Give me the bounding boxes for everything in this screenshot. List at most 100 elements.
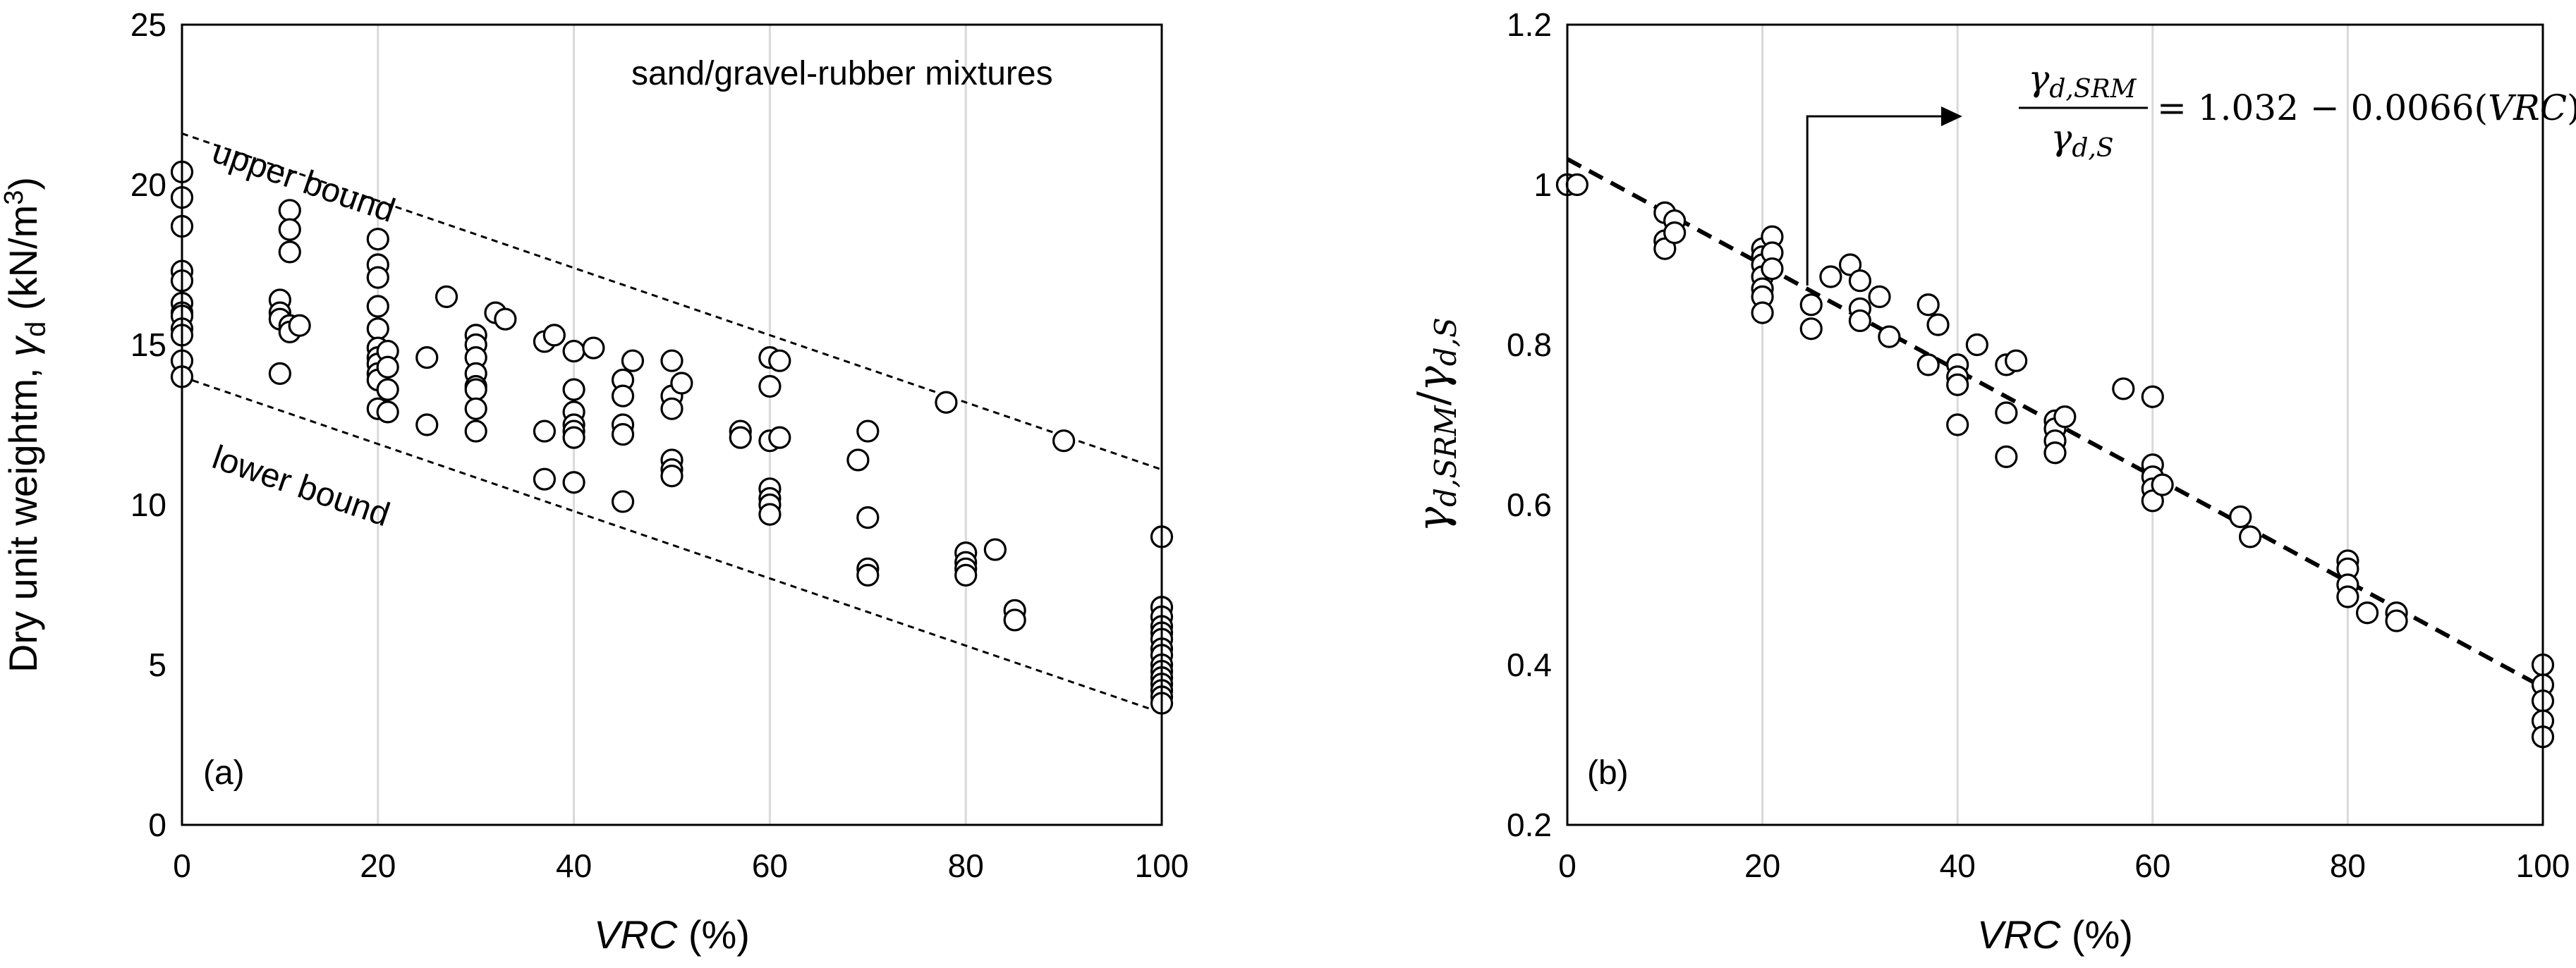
chart-b-y-ticks: 0.2 0.4 0.6 0.8 1 1.2 [1507,6,1552,843]
chart-b-data-point [1946,413,1969,436]
chart-a-data-point [562,426,585,449]
chart-b-panel-label: (b) [1587,754,1629,792]
chart-b-data-point [1878,325,1901,348]
chart-b-x-tick-label: 100 [2516,847,2570,884]
chart-b-data-point [1868,285,1891,308]
chart-a-data-point [278,240,301,264]
equation-den-symbol: γ [2051,117,2072,158]
chart-a-data-point [278,218,301,241]
chart-a-points [170,160,1174,715]
chart-a-y-axis-symbol: γ [1,335,45,357]
chart-a-x-axis-unit: (%) [677,912,750,957]
chart-a-data-point [376,355,399,379]
chart-a-x-tick-label: 0 [173,847,191,884]
chart-a-data-point [366,317,389,341]
chart-a-data-point [366,266,389,289]
chart-a-data-point [1052,429,1076,453]
chart-a-lower-bound-line [181,375,1162,714]
chart-a-data-point [768,426,791,449]
chart-b-data-point [2112,377,2135,400]
chart-a-data-point [856,563,880,587]
chart-b-data-point [2239,525,2262,549]
chart-a-y-ticks: 0 5 10 15 20 25 [130,6,166,843]
chart-a-data-point [288,314,311,337]
chart-a-data-point [542,324,566,347]
chart-a-data-point [366,228,389,251]
chart-b-data-point [1926,313,1950,336]
chart-a-data-point [660,349,684,372]
equation-rhs: = 1.032 − 0.0066(VRC) [2157,87,2576,128]
chart-a-data-point [611,384,635,408]
chart-a-panel-label: (a) [203,754,245,792]
chart-a-y-tick-label: 20 [130,166,166,203]
equation-rhs-var: VRC [2488,87,2567,128]
chart-a-data-point [268,362,291,385]
chart-b-data-point [2053,405,2077,429]
chart-panel-b: 0 20 40 60 80 100 0.20.40.60.811.2 (b) γd,SRM… [1409,6,2576,957]
chart-b-data-point [2151,473,2174,496]
equation-num-sub: d,SRM [2049,75,2137,104]
chart-a-data-point [562,471,585,494]
chart-b-data-point [1663,221,1687,245]
chart-b-data-point [2385,609,2408,632]
chart-a-upper-bound-label: upper bound [207,133,399,230]
chart-a-x-ticks: 0 20 40 60 80 100 [173,847,1189,884]
chart-a-data-point [856,506,880,529]
chart-b-y-tick-label: 1.2 [1507,6,1552,43]
chart-a-data-point [758,503,782,526]
chart-a-data-point [376,400,399,424]
chart-a-gridlines [377,25,967,825]
chart-a-data-point [278,199,301,222]
chart-a-data-point [435,285,458,308]
chart-a-data-point [533,467,557,491]
chart-b-data-point [1916,293,1940,317]
chart-b-data-point [1995,445,2018,469]
chart-b-data-point [2336,585,2359,608]
chart-a-data-point [660,397,684,420]
chart-b-y-axis-b-sub: d,S [1428,317,1463,366]
chart-a-data-point [729,426,752,449]
chart-b-equation: γd,SRM γd,S = 1.032 − 0.0066(VRC) [2019,58,2576,163]
chart-a-y-tick-label: 15 [130,326,166,363]
chart-a-y-axis-title: Dry unit weightm, γd (kN/m3) [0,177,51,673]
chart-a-data-point [611,423,635,446]
chart-a-data-point [582,336,605,360]
chart-b-y-tick-label: 1 [1533,166,1552,203]
chart-a-y-tick-label: 10 [130,486,166,523]
chart-a-y-tick-label: 25 [130,6,166,43]
chart-a-data-point [415,413,439,436]
chart-a-data-point [670,372,693,395]
chart-a-y-axis-unit: (kN/m [1,205,45,321]
chart-a-data-point [660,465,684,488]
equation-den-sub: d,S [2072,134,2113,163]
chart-a-x-axis-var: VRC [594,912,678,957]
chart-b-x-ticks: 0 20 40 60 80 100 [1558,847,2570,884]
chart-a-data-point [464,397,487,420]
chart-b-x-tick-label: 40 [1940,847,1976,884]
chart-a-y-axis-prefix: Dry unit weightm, [1,357,45,673]
chart-a-x-tick-label: 80 [948,847,984,884]
chart-a-data-point [464,378,487,401]
chart-a-data-point [415,346,439,369]
chart-b-y-axis-a: γ [1409,507,1458,532]
chart-b-y-axis-title: γd,SRM/γd,S [1409,317,1463,532]
chart-b-y-tick-label: 0.6 [1507,486,1552,523]
chart-b-data-point [1761,257,1784,281]
chart-a-data-point [935,391,958,414]
chart-a-data-point [621,349,645,372]
chart-b-x-tick-label: 80 [2330,847,2366,884]
chart-a-y-axis-close: ) [1,177,45,190]
chart-b-y-tick-label: 0.2 [1507,807,1552,843]
chart-a-data-point [768,349,791,372]
chart-b-plot-frame [1566,23,2544,826]
equation-rhs-text: = 1.032 − 0.0066( [2157,87,2488,128]
chart-a-plot-frame [181,23,1163,826]
chart-b-y-axis-slash: / [1409,391,1458,405]
chart-a-data-point [464,419,487,443]
chart-b-x-tick-label: 60 [2134,847,2170,884]
chart-b-y-axis-a-sub: d,SRM [1428,405,1463,507]
chart-b-y-tick-label: 0.4 [1507,647,1552,683]
chart-a-data-point [562,378,585,401]
chart-b-data-point [2043,441,2067,465]
